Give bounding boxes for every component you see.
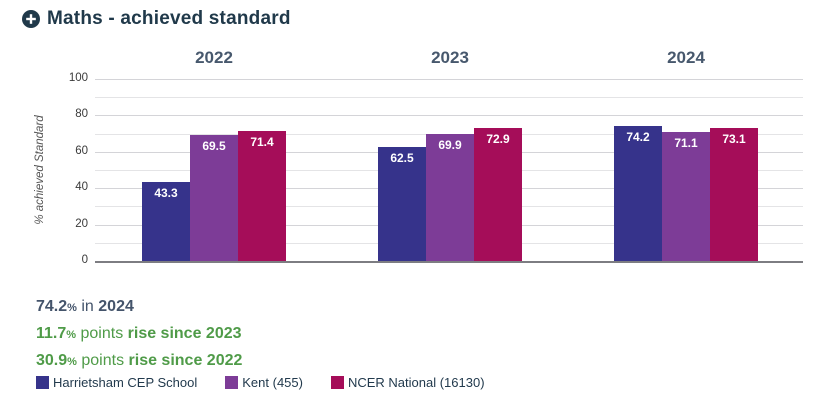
stat-highlight: rise since 2022 [128,352,243,369]
stat-value: 11.7 [36,325,67,342]
stat-line: 11.7% points rise since 2023 [36,321,242,348]
bar-2024-series-3: 73.1 [710,127,758,261]
stat-value: 30.9 [36,352,68,369]
bar-2022-series-3: 71.4 [238,131,286,261]
gridline [95,115,803,117]
group-label-2023: 2023 [431,48,469,67]
legend-label: Harrietsham CEP School [53,375,198,390]
bar-value-label: 62.5 [390,151,414,166]
bar-value-label: 43.3 [154,186,178,201]
stat-line: 74.2% in 2024 [36,294,242,321]
stat-highlight: rise since 2023 [127,325,242,342]
chart-legend: Harrietsham CEP School Kent (455) NCER Nat… [36,375,485,390]
y-tick-label: 100 [68,72,88,84]
bar-2023-series-3: 72.9 [474,128,522,261]
x-axis-baseline [95,261,803,263]
chart-header: Maths - achieved standard [22,8,291,30]
stat-unit: % [67,302,77,314]
bar-2024-series-2: 71.1 [662,131,710,261]
group-label-2022: 2022 [195,48,233,67]
bar-value-label: 71.4 [250,135,274,150]
stat-unit: % [67,356,77,368]
bar-value-label: 69.9 [438,137,462,152]
bar-value-label: 72.9 [486,132,510,147]
stat-text: points [76,352,129,369]
stat-value: 74.2 [36,298,68,315]
y-tick-label: 20 [75,217,88,230]
bar-value-label: 69.5 [202,138,226,153]
y-tick-label: 60 [75,144,88,157]
y-tick-label: 0 [81,254,88,266]
gridline [95,79,803,80]
page-title: Maths - achieved standard [47,8,291,29]
bar-2024-series-1: 74.2 [614,125,662,261]
legend-label: NCER National (16130) [347,375,485,390]
legend-swatch [36,376,49,389]
stat-text: in [76,298,99,315]
bar-2023-series-1: 62.5 [378,147,426,261]
bar-value-label: 71.1 [674,135,698,150]
summary-stats: 74.2% in 2024 11.7% points rise since 202… [36,294,242,375]
bar-2022-series-2: 69.5 [190,134,238,261]
legend-swatch [330,376,344,389]
legend-label: Kent (455) [242,375,303,390]
y-tick-label: 40 [75,181,88,194]
legend-item: Harrietsham CEP School [36,375,197,390]
legend-swatch [225,376,239,389]
bar-chart-plot-area: 43.3 69.5 71.4 62.5 69.9 72.9 74.2 71.1 73.1 [95,79,803,263]
bar-value-label: 73.1 [722,131,746,146]
stat-line: 30.9% points rise since 2022 [36,348,242,375]
stat-unit: % [66,329,77,341]
legend-item: Kent (455) [225,375,303,390]
bar-2022-series-1: 43.3 [142,182,190,261]
gridline [95,97,803,99]
stat-text: points [76,325,128,342]
y-tick-label: 80 [75,108,88,121]
bar-2023-series-2: 69.9 [426,133,474,261]
stat-highlight: 2024 [98,298,134,315]
group-label-2024: 2024 [667,48,705,67]
bar-value-label: 74.2 [626,129,650,144]
plus-circle-icon[interactable] [22,10,40,28]
y-axis-title: % achieved Standard [34,115,46,225]
legend-item: NCER National (16130) [330,375,485,390]
